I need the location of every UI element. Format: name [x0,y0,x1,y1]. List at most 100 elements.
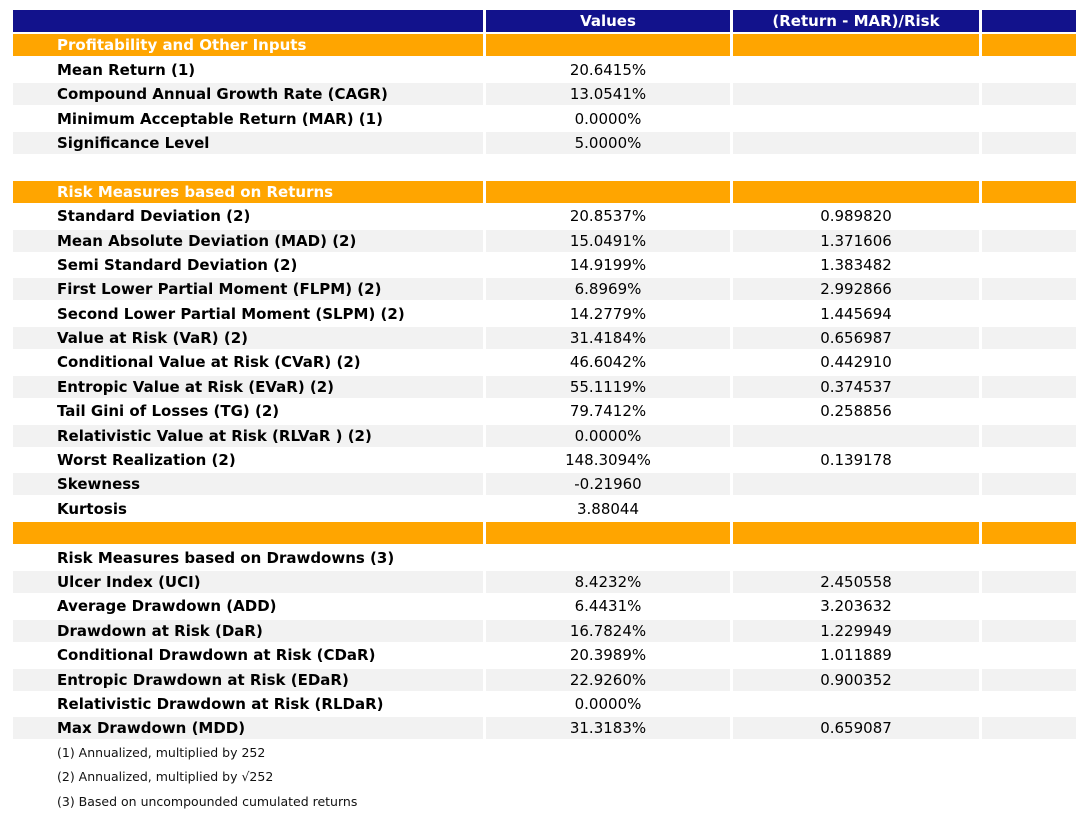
section-title: Risk Measures based on Returns [13,180,483,203]
metric-ratio: 1.229949 [733,619,979,642]
metric-value: 0.0000% [486,424,730,447]
empty-cell [982,278,1076,301]
footnote-text: (1) Annualized, multiplied by 252 [13,741,1079,764]
empty-cell [982,351,1076,374]
metric-ratio [733,473,979,496]
metric-label: Risk Measures based on Drawdowns (3) [13,546,483,569]
metric-value: 6.8969% [486,278,730,301]
metric-label: Max Drawdown (MDD) [13,717,483,740]
metric-ratio: 0.659087 [733,717,979,740]
data-row: Entropic Value at Risk (EVaR) (2) 55.1119… [13,375,1079,398]
metric-label: Skewness [13,473,483,496]
metric-value: 148.3094% [486,449,730,472]
metric-value: -0.21960 [486,473,730,496]
metric-value: 15.0491% [486,229,730,252]
table-rows: Profitability and Other Inputs Mean Retur… [13,34,1079,813]
metric-value: 6.4431% [486,595,730,618]
empty-cell [982,229,1076,252]
metric-ratio: 3.203632 [733,595,979,618]
metric-ratio: 1.011889 [733,644,979,667]
empty-cell [982,424,1076,447]
spacer-row [13,156,1079,178]
metric-value: 22.9260% [486,668,730,691]
table-header-row: Values (Return - MAR)/Risk [13,10,1079,32]
data-row: Risk Measures based on Drawdowns (3) [13,546,1079,569]
empty-cell [982,717,1076,740]
metric-label: Significance Level [13,131,483,154]
header-ratio-cell: (Return - MAR)/Risk [733,10,979,32]
empty-cell [982,497,1076,520]
metric-ratio: 2.992866 [733,278,979,301]
empty-cell [982,522,1076,545]
metric-value: 14.2779% [486,302,730,325]
header-metric-cell [13,10,483,32]
section-row [13,522,1079,545]
data-row: Mean Absolute Deviation (MAD) (2) 15.0491… [13,229,1079,252]
data-row: Value at Risk (VaR) (2) 31.4184% 0.656987 [13,327,1079,350]
data-row: Average Drawdown (ADD) 6.4431% 3.203632 [13,595,1079,618]
empty-cell [982,644,1076,667]
metric-value: 5.0000% [486,131,730,154]
metric-ratio: 0.374537 [733,375,979,398]
empty-cell [982,595,1076,618]
metric-label: Compound Annual Growth Rate (CAGR) [13,83,483,106]
metric-ratio [733,180,979,203]
metric-value: 20.6415% [486,58,730,81]
metric-ratio [733,497,979,520]
data-row: Max Drawdown (MDD) 31.3183% 0.659087 [13,717,1079,740]
metric-label: Worst Realization (2) [13,449,483,472]
metric-value: 14.9199% [486,253,730,276]
data-row: Conditional Drawdown at Risk (CDaR) 20.39… [13,644,1079,667]
footnote-row: (2) Annualized, multiplied by √252 [13,766,1079,789]
metric-label: Relativistic Drawdown at Risk (RLDaR) [13,692,483,715]
metric-ratio [733,424,979,447]
metric-ratio: 2.450558 [733,570,979,593]
empty-cell [982,375,1076,398]
data-row: Compound Annual Growth Rate (CAGR) 13.054… [13,83,1079,106]
metric-value: 31.3183% [486,717,730,740]
metric-value: 79.7412% [486,400,730,423]
metric-label: First Lower Partial Moment (FLPM) (2) [13,278,483,301]
empty-cell [982,449,1076,472]
metric-value: 46.6042% [486,351,730,374]
section-title: Profitability and Other Inputs [13,34,483,57]
metric-value [486,180,730,203]
metric-ratio [733,546,979,569]
metric-ratio [733,692,979,715]
metric-label: Average Drawdown (ADD) [13,595,483,618]
metric-label: Second Lower Partial Moment (SLPM) (2) [13,302,483,325]
empty-cell [982,58,1076,81]
metric-ratio [733,58,979,81]
data-row: Kurtosis 3.88044 [13,497,1079,520]
metric-label: Drawdown at Risk (DaR) [13,619,483,642]
data-row: First Lower Partial Moment (FLPM) (2) 6.8… [13,278,1079,301]
empty-cell [982,180,1076,203]
empty-cell [982,668,1076,691]
metric-value: 16.7824% [486,619,730,642]
metric-value: 20.8537% [486,205,730,228]
empty-cell [982,327,1076,350]
data-row: Significance Level 5.0000% [13,131,1079,154]
metric-value: 0.0000% [486,107,730,130]
metric-ratio: 0.258856 [733,400,979,423]
section-row: Risk Measures based on Returns [13,180,1079,203]
empty-cell [982,107,1076,130]
metric-ratio [733,522,979,545]
empty-cell [982,570,1076,593]
metric-value [486,522,730,545]
metric-label: Ulcer Index (UCI) [13,570,483,593]
data-row: Tail Gini of Losses (TG) (2) 79.7412% 0.25… [13,400,1079,423]
data-row: Entropic Drawdown at Risk (EDaR) 22.9260%… [13,668,1079,691]
empty-cell [982,205,1076,228]
metric-ratio: 1.445694 [733,302,979,325]
data-row: Conditional Value at Risk (CVaR) (2) 46.6… [13,351,1079,374]
metric-ratio: 0.900352 [733,668,979,691]
metric-label: Entropic Value at Risk (EVaR) (2) [13,375,483,398]
metric-label: Minimum Acceptable Return (MAR) (1) [13,107,483,130]
data-row: Drawdown at Risk (DaR) 16.7824% 1.229949 [13,619,1079,642]
metric-value: 0.0000% [486,692,730,715]
empty-cell [982,34,1076,57]
data-row: Second Lower Partial Moment (SLPM) (2) 14… [13,302,1079,325]
data-row: Relativistic Value at Risk (RLVaR ) (2) 0… [13,424,1079,447]
data-row: Ulcer Index (UCI) 8.4232% 2.450558 [13,570,1079,593]
